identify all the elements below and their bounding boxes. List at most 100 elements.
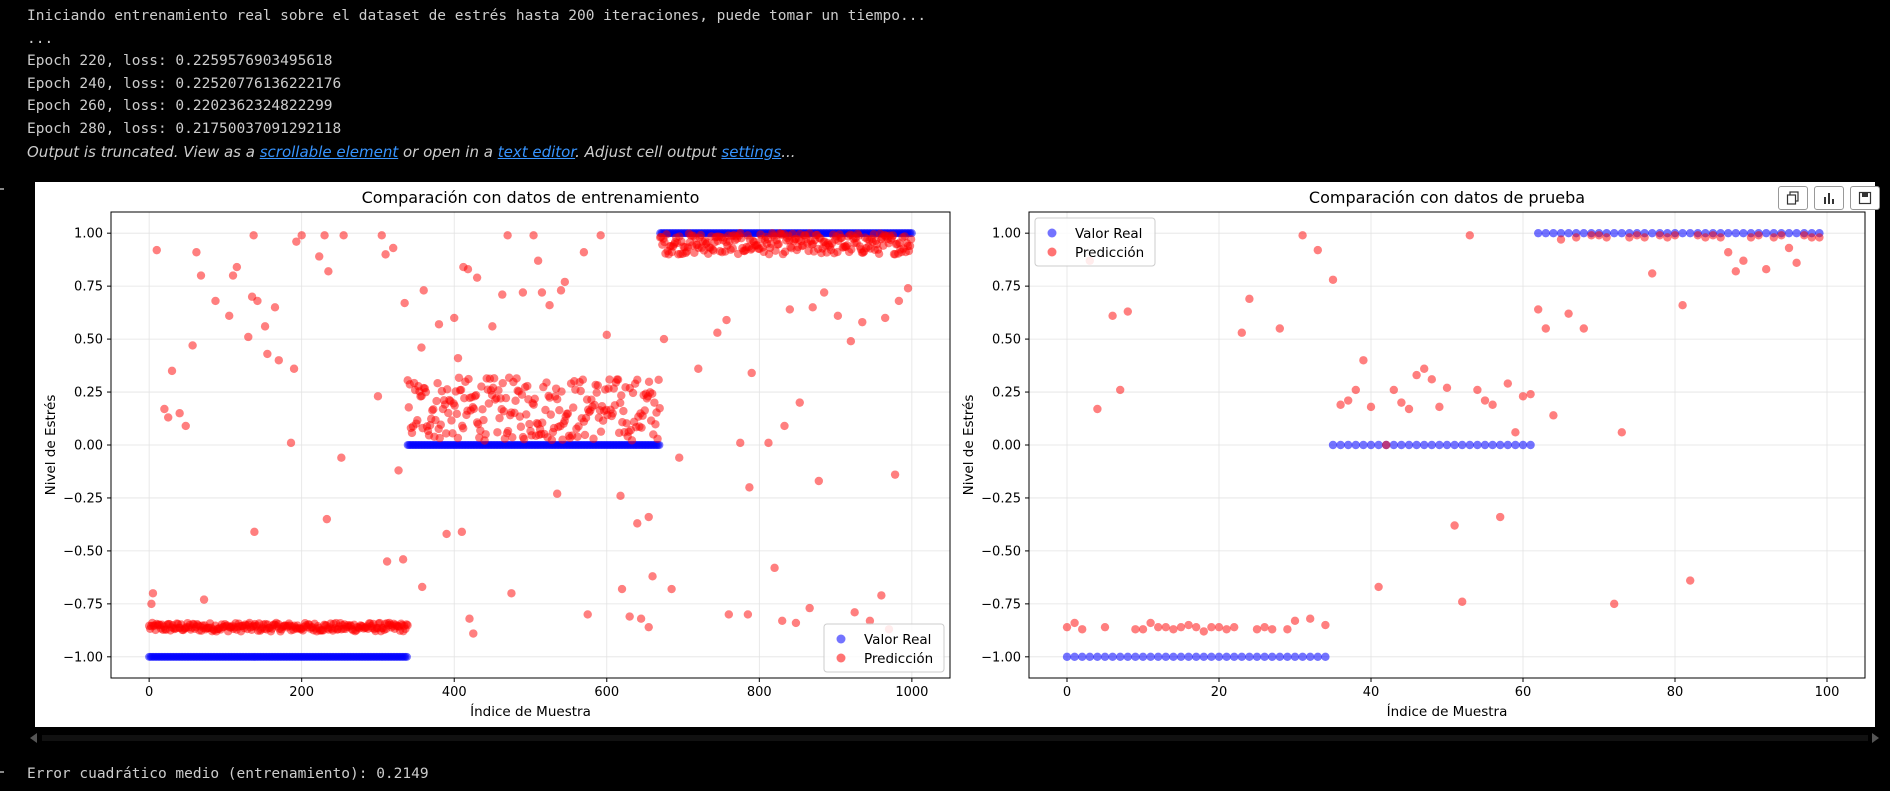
prediction-point [1549,411,1558,420]
real-value-point [1328,440,1338,450]
real-value-point [1146,652,1155,662]
prediction-point [429,405,438,414]
prediction-point [192,248,201,257]
prediction-point [667,584,676,594]
scroll-right-arrow[interactable] [1872,733,1879,743]
copy-button[interactable] [1778,186,1808,210]
prediction-point [1298,231,1307,240]
legend-marker [836,653,846,663]
real-value-point [1359,440,1368,450]
prediction-point [1640,233,1649,242]
prediction-point [1625,233,1634,242]
prediction-point [552,395,562,404]
prediction-point [493,428,502,437]
y-tick-label: 0.75 [992,280,1021,295]
prediction-point [890,470,900,479]
prediction-point [503,231,512,240]
chart-figure: 0 200 400 600 800 1000−1.00−0.75−0.50−0.250.0… [43,188,1866,720]
prediction-point [1686,576,1695,585]
prediction-point [444,408,453,418]
y-tick-label: 0.50 [992,333,1021,348]
prediction-point [552,489,562,498]
prediction-point [1701,233,1710,242]
real-value-point [1078,652,1087,662]
real-value-point [1245,652,1254,662]
real-value-point [1404,440,1414,450]
prediction-point [1800,231,1809,240]
prediction-point [211,296,220,306]
prediction-point [433,379,442,388]
prediction-point [508,433,517,442]
prediction-point [322,514,332,524]
x-tick-label: 20 [1211,685,1228,700]
scroll-left-arrow[interactable] [30,733,37,743]
y-tick-label: 1.00 [992,227,1021,242]
prediction-point [297,231,306,240]
prediction-point [808,303,817,312]
truncation-text: or open in a [398,143,498,161]
y-tick-label: 0.00 [992,439,1021,454]
prediction-point [1511,428,1520,437]
prediction-point [512,374,521,383]
x-tick-label: 400 [442,685,467,700]
prediction-point [373,392,383,401]
real-value-point [1161,652,1171,662]
chart-axes: 0 200 400 600 800 1000 −1.00 −0.75 −0.50 −0.25 0.0… [43,188,951,720]
prediction-point [874,249,884,259]
chart-view-button[interactable] [1814,186,1844,210]
prediction-point [459,424,468,433]
prediction-point [274,356,283,365]
real-value-point [1275,652,1285,662]
real-value-point [1534,228,1543,238]
prediction-point [469,629,478,638]
prediction-point [780,247,790,256]
prediction-point [1199,627,1209,636]
prediction-point [337,453,346,462]
prediction-point [1792,258,1801,268]
prediction-point [442,529,451,539]
prediction-point [1708,231,1718,240]
prediction-point [1070,618,1079,628]
horizontal-scrollbar[interactable] [42,735,1868,741]
prediction-point [413,416,422,425]
real-value-point [1686,228,1695,238]
real-value-point [1131,652,1140,662]
prediction-point [232,262,242,272]
prediction-point [616,491,625,501]
prediction-point [1617,428,1627,437]
prediction-point [1541,324,1551,333]
mse-output-line: Error cuadrático medio (entrenamiento): … [27,766,429,782]
prediction-point [1450,521,1459,530]
real-value-point [1465,440,1475,450]
truncation-text: ... [781,143,796,161]
settings-link[interactable]: settings [721,143,782,161]
prediction-point [1389,385,1399,395]
prediction-point [1245,294,1254,304]
output-line: Epoch 260, loss: 0.2202362324822299 [27,98,333,114]
prediction-point [542,378,551,387]
prediction-point [164,413,173,422]
scrollable-element-link[interactable]: scrollable element [259,143,399,161]
x-tick-label: 40 [1363,685,1380,700]
legend-label: Predicción [864,651,933,667]
real-value-point [1192,652,1201,662]
real-value-point [1290,652,1300,662]
prediction-point [869,230,878,239]
prediction-point [489,374,499,383]
real-value-point [1503,440,1513,450]
prediction-point [728,244,737,253]
real-value-point [1784,228,1794,238]
prediction-point [1336,400,1345,409]
prediction-point [1587,231,1596,240]
prediction-point [637,423,646,432]
prediction-point [653,434,662,443]
x-tick-label: 60 [1515,685,1532,700]
save-button[interactable] [1850,186,1880,210]
prediction-point [795,398,804,407]
prediction-point [1146,618,1155,628]
prediction-point [651,420,660,429]
x-tick-label: 600 [594,685,619,700]
text-editor-link[interactable]: text editor [497,143,576,161]
prediction-point [1556,235,1566,244]
prediction-point [479,415,488,425]
